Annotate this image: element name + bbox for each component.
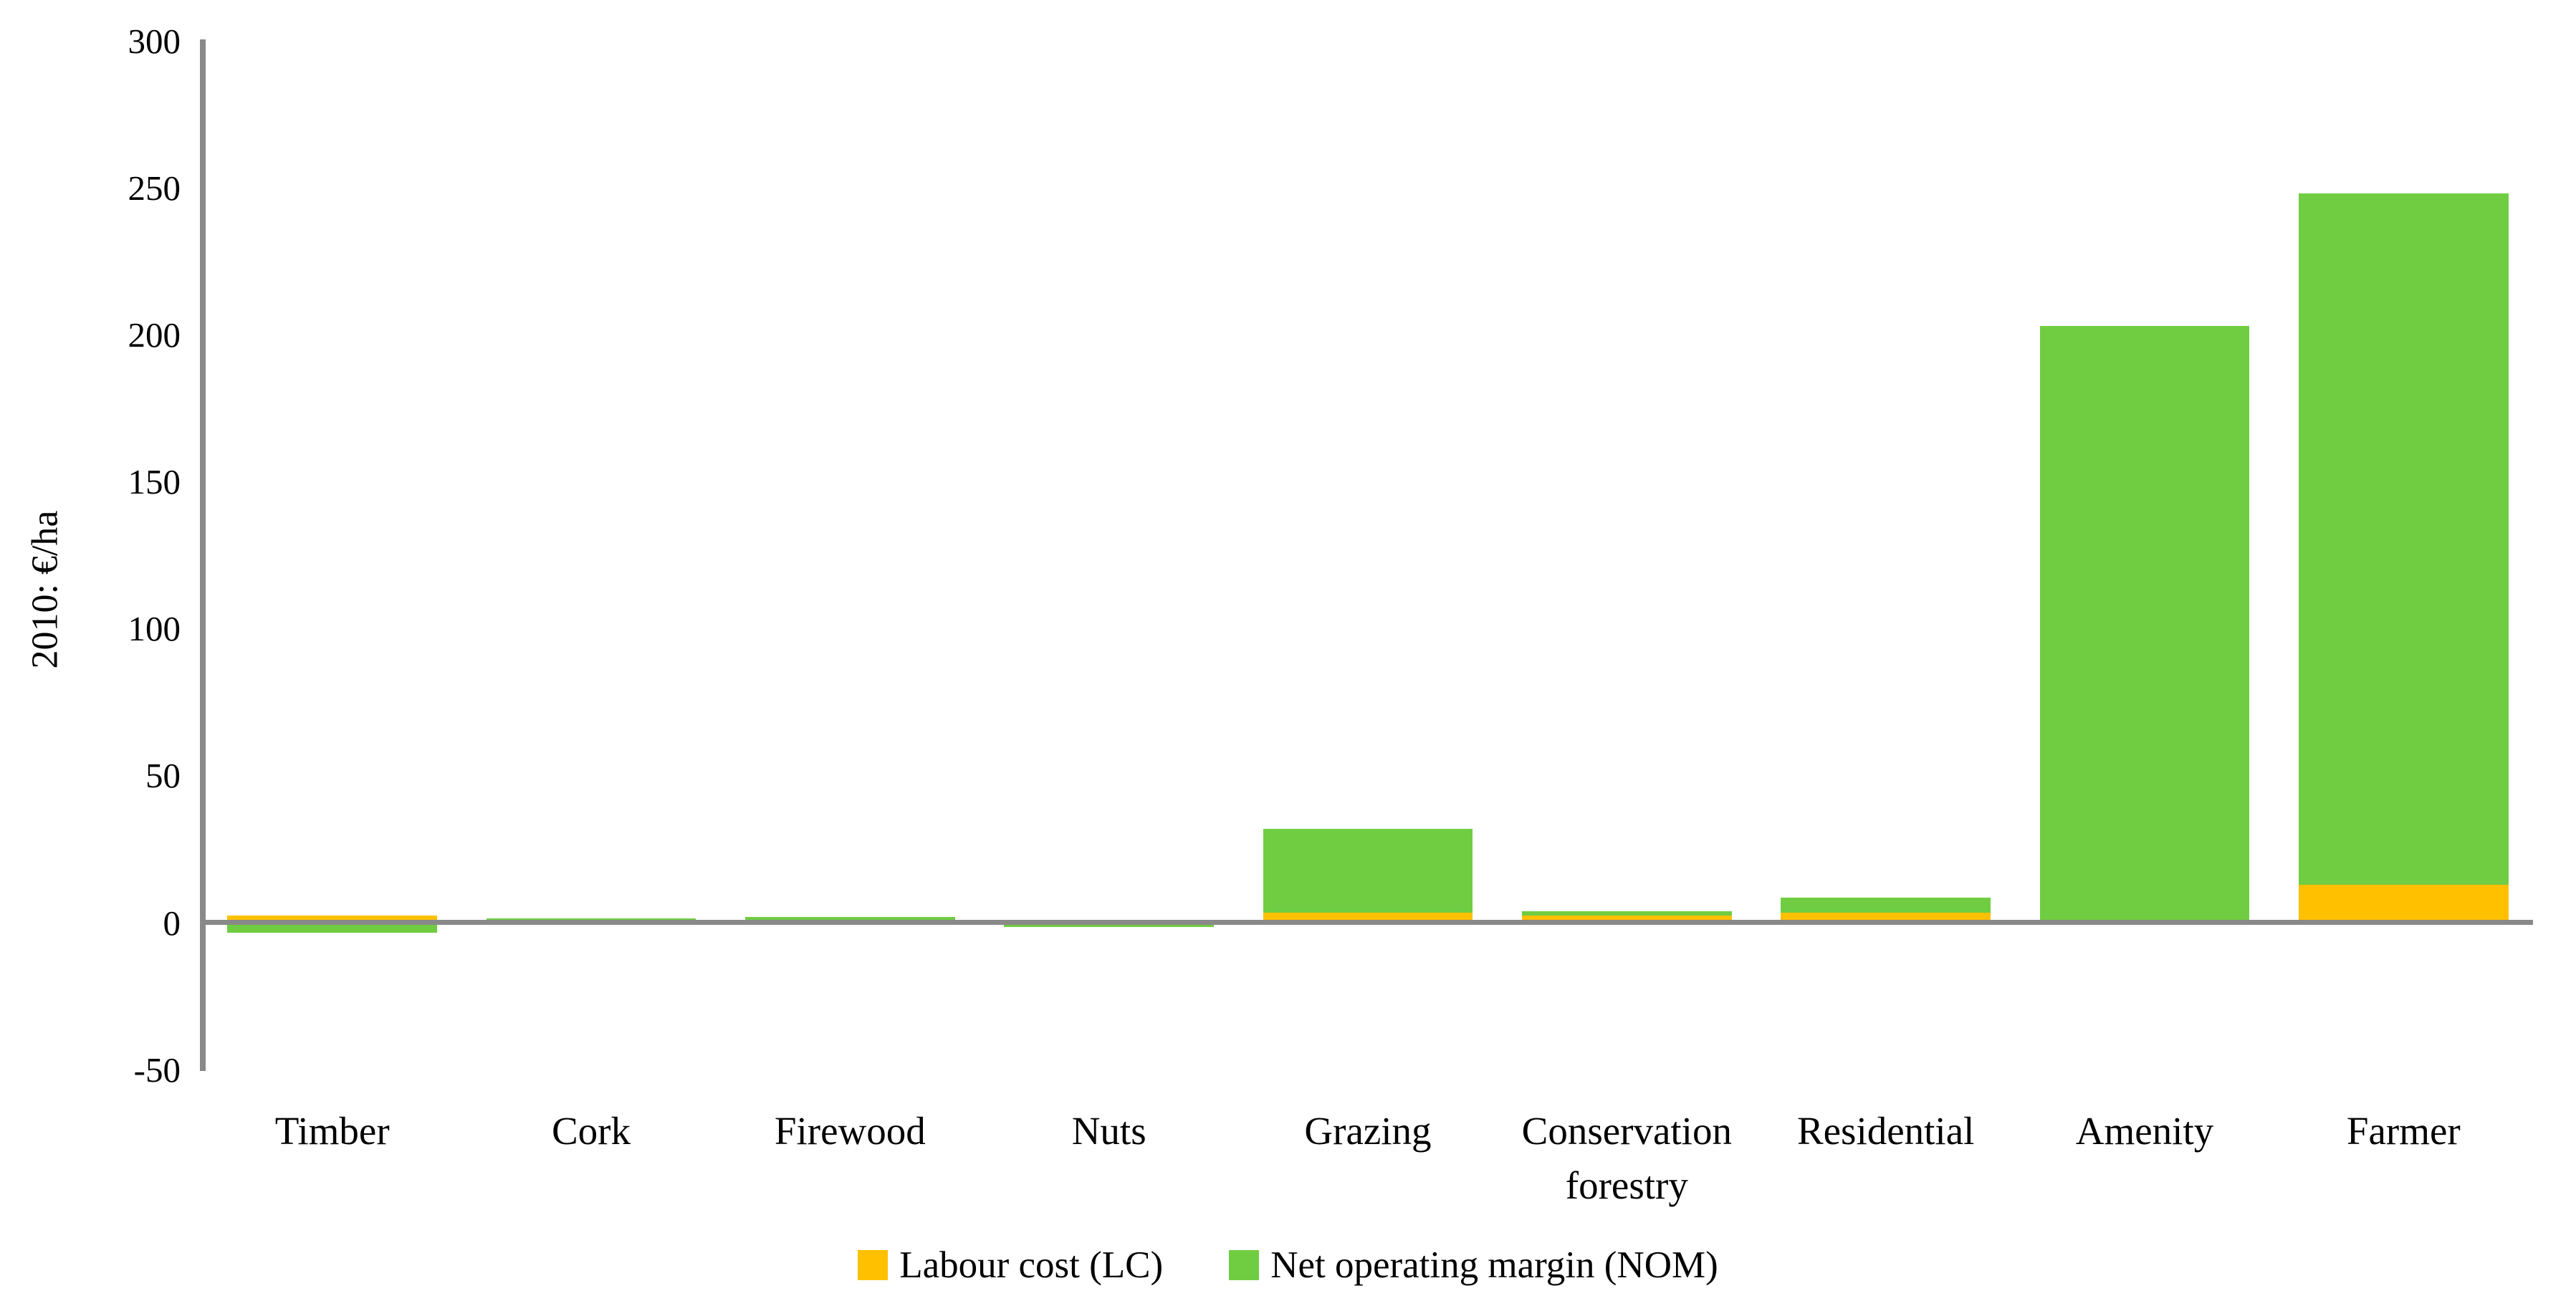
category-label-residential: Residential bbox=[1796, 1109, 1975, 1153]
x-axis-zero-line bbox=[203, 920, 2533, 925]
category-label-firewood: Firewood bbox=[774, 1109, 926, 1153]
category-label-amenity: Amenity bbox=[2075, 1109, 2214, 1153]
category-label-farmer: Farmer bbox=[2346, 1109, 2461, 1153]
y-tick-label-50: 50 bbox=[145, 756, 181, 796]
y-axis-line bbox=[200, 39, 206, 1071]
y-tick-label-150: 150 bbox=[128, 462, 181, 502]
bar-nom-grazing bbox=[1263, 828, 1473, 913]
bar-nom-amenity bbox=[2039, 326, 2250, 923]
y-tick-label--50: -50 bbox=[133, 1050, 181, 1090]
legend-label-lc: Labour cost (LC) bbox=[899, 1244, 1164, 1286]
y-tick-label-300: 300 bbox=[128, 21, 181, 61]
legend: Labour cost (LC) Net operating margin (NO… bbox=[0, 1244, 2576, 1287]
bar-lc-farmer bbox=[2298, 884, 2509, 923]
legend-item-lc: Labour cost (LC) bbox=[858, 1244, 1163, 1287]
legend-label-nom: Net operating margin (NOM) bbox=[1270, 1244, 1718, 1286]
bar-lc-timber bbox=[227, 915, 437, 923]
category-label-nuts: Nuts bbox=[1071, 1109, 1146, 1153]
y-tick-label-250: 250 bbox=[128, 168, 181, 208]
y-tick-label-0: 0 bbox=[163, 903, 181, 943]
bar-nom-timber bbox=[227, 923, 437, 933]
category-label-cork: Cork bbox=[551, 1109, 631, 1153]
bar-nom-conservation-forestry bbox=[1521, 911, 1732, 916]
bar-nom-nuts bbox=[1004, 923, 1214, 928]
category-label-timber: Timber bbox=[274, 1109, 390, 1153]
legend-swatch-nom-icon bbox=[1229, 1250, 1260, 1280]
legend-swatch-lc-icon bbox=[858, 1250, 889, 1280]
legend-item-nom: Net operating margin (NOM) bbox=[1229, 1244, 1718, 1287]
bar-lc-conservation-forestry bbox=[1521, 915, 1732, 923]
bar-nom-farmer bbox=[2298, 193, 2509, 885]
bar-nom-firewood bbox=[744, 916, 955, 923]
y-tick-label-100: 100 bbox=[128, 609, 181, 649]
bar-nom-residential bbox=[1781, 898, 1991, 913]
category-label-conservation-forestry: Conservation forestry bbox=[1521, 1109, 1732, 1207]
y-tick-label-200: 200 bbox=[128, 314, 181, 355]
category-label-grazing: Grazing bbox=[1304, 1109, 1432, 1153]
